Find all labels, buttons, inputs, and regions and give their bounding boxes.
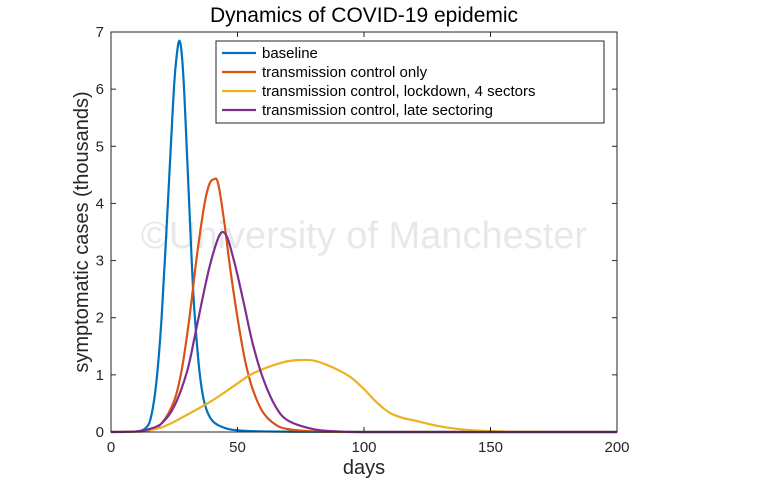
series-line-4 [110, 230, 617, 434]
y-tick-label: 4 [96, 195, 104, 212]
y-tick-label: 3 [96, 253, 104, 270]
legend: baseline transmission control only transmi… [215, 40, 605, 124]
plot-area: ©University of Manchester 0 50 100 150 200 0… [96, 24, 630, 456]
y-tick-label: 1 [96, 367, 104, 384]
x-tick-label: 100 [351, 439, 376, 456]
x-tick-label: 0 [107, 439, 115, 456]
series-line-3 [110, 358, 617, 434]
chart-title: Dynamics of COVID-19 epidemic [210, 4, 518, 27]
legend-label-2: transmission control only [262, 64, 428, 81]
y-tick-label: 5 [96, 138, 104, 155]
x-tick-label: 50 [229, 439, 246, 456]
legend-label-1: baseline [262, 45, 318, 62]
x-axis-label: days [343, 457, 385, 479]
y-tick-label: 6 [96, 81, 104, 98]
y-axis-label: symptomatic cases (thousands) [71, 91, 93, 372]
x-tick-label: 150 [478, 439, 503, 456]
series-line-2 [110, 177, 617, 434]
y-tick-label: 7 [96, 24, 104, 41]
x-tick-label: 200 [604, 439, 629, 456]
watermark: ©University of Manchester [141, 215, 587, 257]
legend-label-3: transmission control, lockdown, 4 sector… [262, 83, 535, 100]
legend-label-4: transmission control, late sectoring [262, 102, 493, 119]
y-axis: 0 1 2 3 4 5 6 7 [96, 24, 617, 441]
x-axis: 0 50 100 150 200 [107, 32, 630, 456]
legend-box [215, 40, 605, 124]
y-tick-label: 0 [96, 424, 104, 441]
y-tick-label: 2 [96, 310, 104, 327]
